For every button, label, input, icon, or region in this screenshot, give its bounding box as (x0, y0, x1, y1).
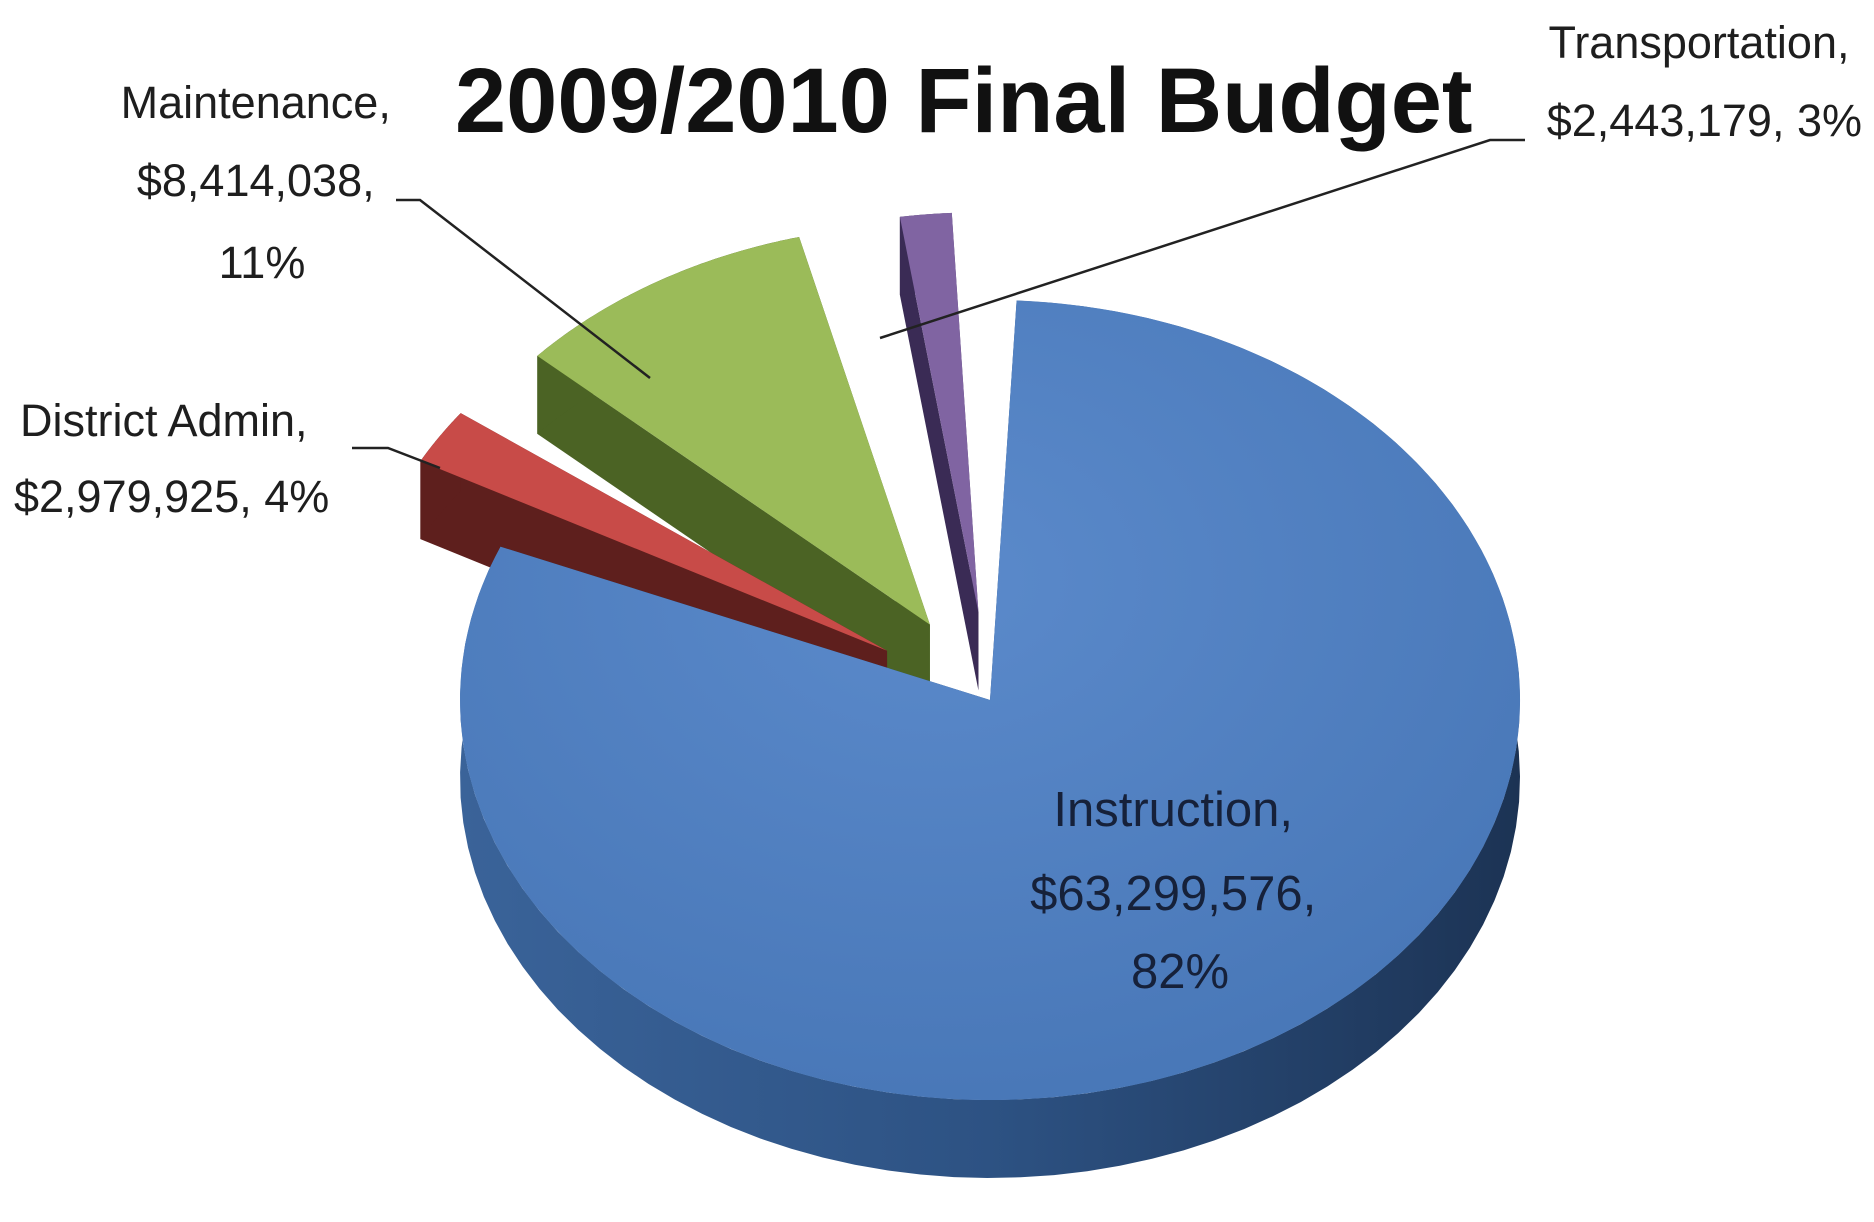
pie-slice-top (460, 300, 1521, 1100)
pie-slices (420, 212, 1521, 1178)
label-instruction-name: Instruction, (1053, 783, 1293, 837)
label-transportation-value: $2,443,179, 3% (1547, 95, 1862, 146)
pie-slice-top (899, 212, 979, 613)
label-transportation: Transportation, $2,443,179, 3% (1547, 17, 1862, 146)
pie-slice-top (420, 413, 888, 651)
label-maintenance-percent: 11% (219, 237, 306, 288)
pie-slice-wall-start (537, 355, 930, 703)
leader-line-transportation (879, 138, 1525, 340)
pie-slice-wall-start (899, 216, 979, 691)
label-maintenance-name: Maintenance, (121, 77, 391, 128)
label-district-admin: District Admin, $2,979,925, 4% (14, 395, 329, 522)
label-instruction-value: $63,299,576, (1030, 867, 1316, 921)
leader-lines (352, 138, 1525, 470)
label-maintenance-value: $8,414,038, (137, 155, 375, 206)
pie-slice-instruction (460, 300, 1521, 1178)
label-transportation-name: Transportation, (1549, 17, 1850, 68)
label-maintenance: Maintenance, $8,414,038, 11% (121, 77, 404, 288)
label-instruction-percent: 82% (1131, 945, 1229, 999)
label-district-admin-name: District Admin, (20, 395, 308, 446)
leader-line-district-admin (352, 446, 441, 470)
label-district-admin-value: $2,979,925, 4% (14, 471, 329, 522)
chart-title: 2009/2010 Final Budget (455, 50, 1473, 152)
pie-slice-transportation (899, 212, 979, 691)
label-instruction: Instruction, $63,299,576, 82% (1030, 783, 1330, 999)
pie-slice-top (537, 237, 930, 625)
leader-line-maintenance (396, 198, 651, 379)
pie-slice-maintenance (537, 236, 930, 703)
